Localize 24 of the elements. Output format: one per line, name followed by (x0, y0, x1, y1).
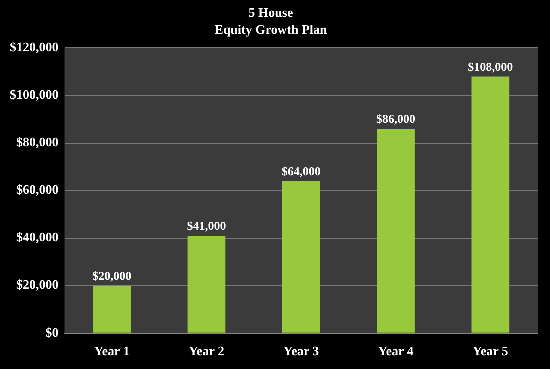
y-tick-label: $0 (46, 324, 59, 340)
y-tick-label: $100,000 (10, 87, 59, 102)
y-tick-label: $20,000 (16, 277, 59, 292)
data-label: $108,000 (468, 60, 514, 74)
data-label: $64,000 (282, 164, 321, 178)
bar (472, 76, 510, 333)
y-tick-label: $60,000 (16, 182, 59, 198)
chart-title: 5 House (248, 5, 294, 20)
y-tick-label: $40,000 (16, 230, 59, 245)
bar (93, 286, 132, 333)
bar (282, 181, 320, 333)
x-tick-label: Year 3 (284, 344, 320, 359)
y-tick-label: $120,000 (10, 40, 59, 55)
data-label: $20,000 (92, 268, 132, 283)
chart-subtitle: Equity Growth Plan (214, 22, 328, 37)
bar (188, 236, 226, 333)
data-label: $41,000 (187, 219, 226, 234)
x-tick-label: Year 2 (188, 344, 224, 359)
bar (377, 129, 415, 333)
x-tick-label: Year 1 (94, 344, 130, 359)
data-label: $86,000 (376, 112, 416, 126)
x-tick-label: Year 5 (472, 344, 509, 359)
y-tick-label: $80,000 (16, 134, 59, 150)
x-tick-label: Year 4 (378, 344, 414, 359)
